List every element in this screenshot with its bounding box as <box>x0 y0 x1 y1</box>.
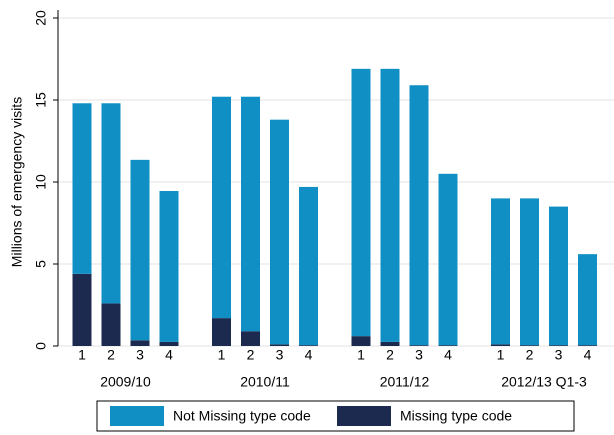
bar-segment <box>578 345 597 346</box>
x-tick-label: 3 <box>276 347 284 363</box>
x-tick-label: 3 <box>136 347 144 363</box>
x-tick-label: 2 <box>526 347 534 363</box>
bar-segment <box>380 68 400 342</box>
bar-segment <box>159 341 179 346</box>
x-tick-label: 2 <box>247 347 255 363</box>
y-tick-label: 20 <box>33 10 49 26</box>
bar-segment <box>380 341 400 346</box>
legend-label: Not Missing type code <box>173 408 311 424</box>
bar-segment <box>270 344 289 346</box>
group-label: 2011/12 <box>380 374 430 390</box>
y-tick-label: 10 <box>33 174 49 190</box>
x-tick-label: 3 <box>555 347 563 363</box>
x-tick-label: 4 <box>165 347 173 363</box>
x-tick-label: 4 <box>444 347 452 363</box>
bar-segment <box>270 119 289 345</box>
x-tick-label: 4 <box>584 347 592 363</box>
bar-segment <box>438 173 458 346</box>
bar-segment <box>491 198 510 345</box>
bar-segment <box>212 96 231 319</box>
bar-segment <box>520 198 539 346</box>
y-tick-label: 0 <box>33 342 49 350</box>
x-tick-label: 1 <box>218 347 226 363</box>
bar-segment <box>409 85 429 346</box>
y-tick-label: 5 <box>33 260 49 268</box>
bar-segment <box>130 340 150 346</box>
bar-segment <box>130 159 150 341</box>
x-tick-label: 1 <box>78 347 86 363</box>
bar-segment <box>578 254 597 346</box>
bar-segment <box>409 345 429 346</box>
bar-segment <box>491 344 510 346</box>
x-tick-label: 1 <box>357 347 365 363</box>
legend-swatch <box>337 406 391 426</box>
bar-segment <box>72 103 92 274</box>
legend-swatch <box>110 406 164 426</box>
group-label: 2009/10 <box>100 374 151 390</box>
bar-segment <box>549 206 568 346</box>
bar-segment <box>72 273 92 346</box>
bar-segment <box>351 336 371 346</box>
bar-segment <box>241 96 260 332</box>
x-tick-label: 2 <box>107 347 115 363</box>
y-tick-label: 15 <box>33 92 49 108</box>
bar-segment <box>520 345 539 346</box>
bar-segment <box>241 331 260 346</box>
group-label: 2010/11 <box>240 374 290 390</box>
x-tick-label: 3 <box>415 347 423 363</box>
bar-segment <box>299 186 318 346</box>
bar-segment <box>101 303 121 346</box>
bar-segment <box>351 68 371 337</box>
bar-segment <box>438 345 458 346</box>
bar-segment <box>101 103 121 304</box>
bar-segment <box>159 191 179 342</box>
bar-segment <box>212 318 231 346</box>
bar-segment <box>299 345 318 346</box>
y-axis-label: Millions of emergency visits <box>9 97 25 267</box>
x-tick-label: 1 <box>497 347 505 363</box>
legend-label: Missing type code <box>400 408 512 424</box>
bar-segment <box>549 345 568 346</box>
x-tick-label: 2 <box>386 347 394 363</box>
group-label: 2012/13 Q1-3 <box>501 374 587 390</box>
x-tick-label: 4 <box>305 347 313 363</box>
legend-box <box>96 400 575 432</box>
